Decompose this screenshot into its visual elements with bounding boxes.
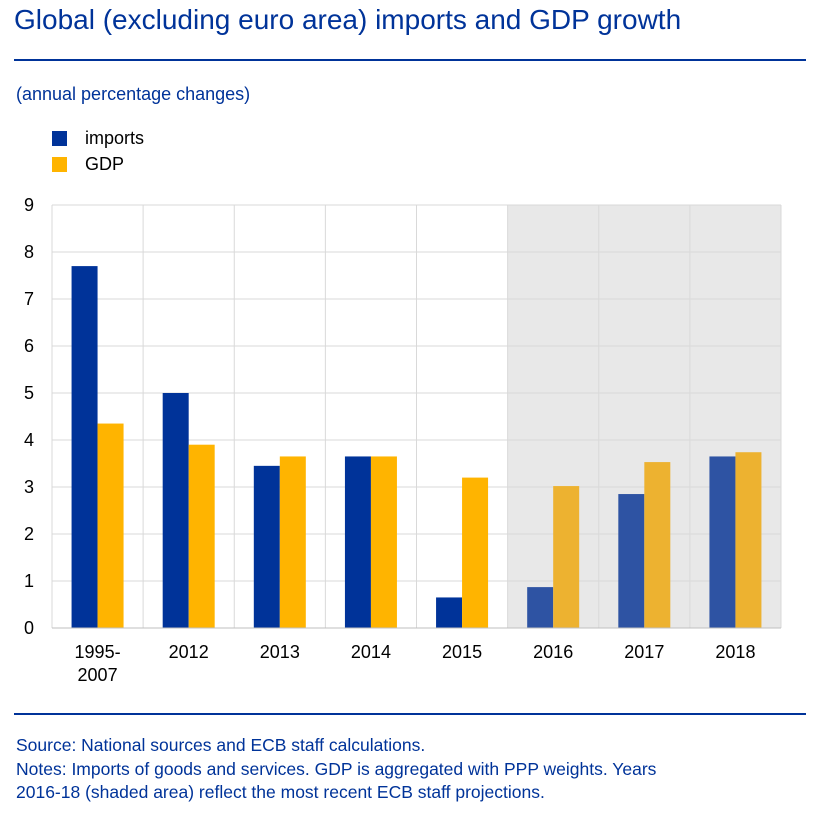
bar-gdp-7: [735, 452, 762, 628]
bar-gdp-6: [644, 462, 671, 628]
bar-imports-7: [709, 456, 736, 628]
source-text: Source: National sources and ECB staff c…: [16, 735, 426, 755]
legend-item-imports: imports: [52, 128, 144, 149]
y-tick-label: 8: [24, 242, 34, 262]
bar-imports-4: [436, 597, 463, 628]
bar-gdp-0: [97, 423, 124, 628]
x-tick-label: 2018: [715, 642, 755, 662]
y-tick-label: 4: [24, 430, 34, 450]
bar-imports-0: [71, 266, 98, 628]
bar-gdp-3: [370, 456, 397, 628]
y-tick-label: 9: [24, 195, 34, 215]
bar-gdp-1: [188, 444, 215, 628]
bar-imports-5: [527, 587, 554, 628]
title-rule: [14, 59, 806, 61]
legend-label-gdp: GDP: [85, 154, 125, 174]
bar-imports-6: [618, 494, 645, 628]
legend-item-gdp: GDP: [52, 154, 124, 175]
footer-rule: [14, 713, 806, 715]
legend-swatch-gdp: [52, 157, 67, 172]
bar-imports-1: [162, 393, 189, 628]
x-tick-label: 2012: [169, 642, 209, 662]
x-tick-label: 1995-2007: [75, 642, 121, 685]
notes-line-2: 2016-18 (shaded area) reflect the most r…: [16, 782, 545, 802]
bar-gdp-5: [553, 486, 580, 628]
x-tick-label: 2015: [442, 642, 482, 662]
notes-line-1: Notes: Imports of goods and services. GD…: [16, 758, 657, 779]
x-tick-label: 2014: [351, 642, 391, 662]
x-tick-label: 2016: [533, 642, 573, 662]
footer-notes: Source: National sources and ECB staff c…: [16, 734, 656, 805]
bar-gdp-2: [279, 456, 306, 628]
bar-gdp-4: [462, 477, 489, 628]
y-tick-label: 3: [24, 477, 34, 497]
y-tick-label: 6: [24, 336, 34, 356]
bar-imports-3: [344, 456, 371, 628]
chart-subtitle: (annual percentage changes): [16, 84, 251, 104]
chart-title: Global (excluding euro area) imports and…: [14, 4, 682, 35]
x-tick-label: 2017: [624, 642, 664, 662]
x-tick-label: 2013: [260, 642, 300, 662]
y-tick-label: 2: [24, 524, 34, 544]
legend-swatch-imports: [52, 131, 67, 146]
bar-imports-2: [253, 465, 280, 628]
legend-label-imports: imports: [85, 128, 145, 148]
y-tick-label: 7: [24, 289, 34, 309]
y-tick-label: 1: [24, 571, 34, 591]
y-tick-label: 0: [24, 618, 34, 638]
y-tick-label: 5: [24, 383, 34, 403]
